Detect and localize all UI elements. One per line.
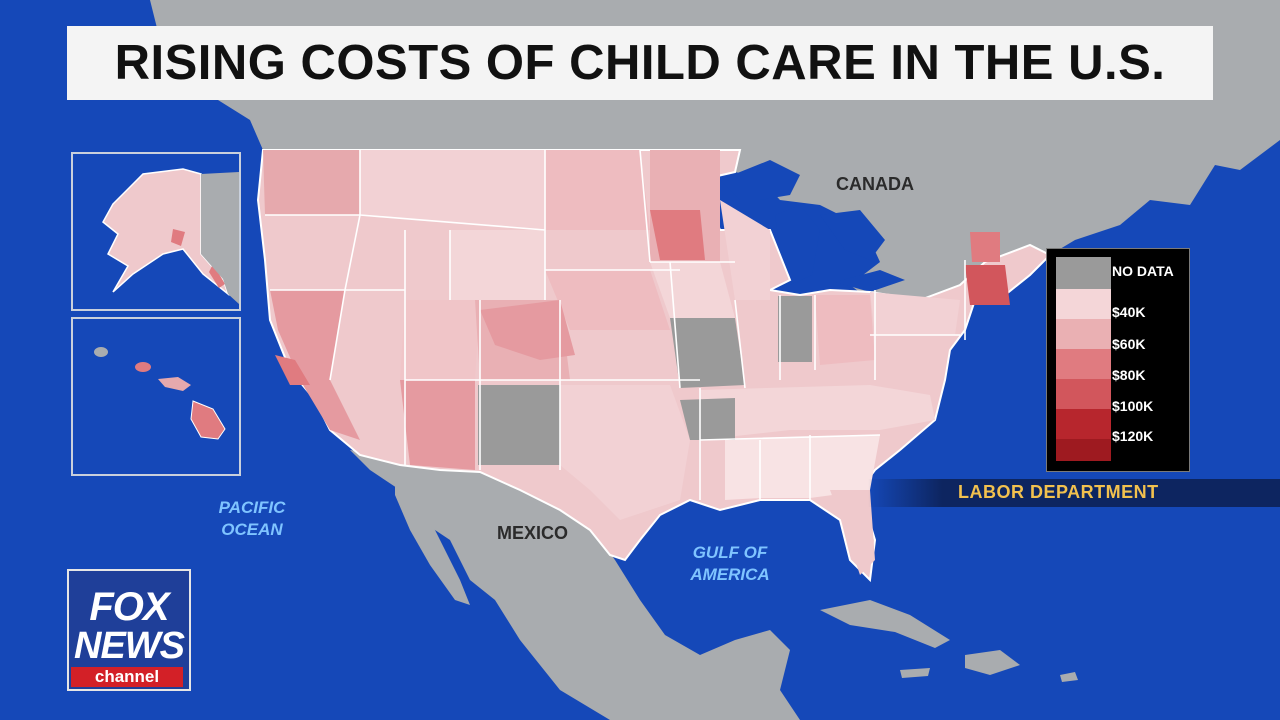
legend-swatch-120k	[1056, 409, 1111, 439]
legend-label-80k: $80K	[1112, 367, 1146, 383]
label-gulf: GULF OF AMERICA	[683, 542, 777, 586]
hawaii-island-big	[190, 400, 226, 440]
legend-label-40k: $40K	[1112, 304, 1146, 320]
state-shading	[263, 150, 1010, 575]
cuba	[820, 600, 950, 648]
label-pacific-line2: OCEAN	[221, 520, 283, 539]
label-mexico: MEXICO	[497, 523, 569, 543]
legend-swatch-max	[1056, 439, 1111, 461]
hawaii-map	[94, 347, 226, 440]
legend-swatch-100k	[1056, 379, 1111, 409]
state-borders	[265, 149, 966, 500]
logo-line-fox: FOX	[89, 585, 169, 629]
hawaii-island-oahu	[135, 362, 151, 372]
legend-swatch-40k	[1056, 289, 1111, 319]
legend-label-60k: $60K	[1112, 336, 1146, 352]
page-title: RISING COSTS OF CHILD CARE IN THE U.S.	[114, 36, 1166, 90]
logo-line-news: NEWS	[74, 625, 185, 667]
legend-swatch-80k	[1056, 349, 1111, 379]
logo-line-channel: channel	[71, 667, 183, 687]
fox-news-logo: FOX NEWS channel	[67, 569, 191, 691]
legend-label-no-data: NO DATA	[1112, 263, 1174, 279]
source-band: LABOR DEPARTMENT	[868, 479, 1280, 507]
caribbean-small	[900, 668, 1078, 682]
label-gulf-line1: GULF OF	[692, 543, 768, 562]
title-bar: RISING COSTS OF CHILD CARE IN THE U.S.	[67, 26, 1213, 100]
hawaii-inset	[71, 317, 241, 476]
yukon-land	[201, 172, 239, 304]
alaska-shape	[102, 168, 230, 297]
source-label: LABOR DEPARTMENT	[958, 482, 1159, 502]
alaska-map	[102, 168, 239, 304]
legend-label-100k: $100K	[1112, 398, 1154, 414]
label-canada: CANADA	[836, 174, 914, 194]
hispaniola	[965, 650, 1020, 675]
alaska-inset	[71, 152, 241, 311]
legend-swatch-no-data	[1056, 257, 1111, 289]
alaska-shade	[171, 229, 225, 288]
label-gulf-line2: AMERICA	[690, 565, 770, 584]
label-pacific-line1: PACIFIC	[218, 498, 286, 517]
legend-label-120k: $120K	[1112, 428, 1154, 444]
baja-peninsula	[395, 470, 470, 605]
legend: NO DATA $40K $60K $80K $100K $120K	[1046, 248, 1190, 472]
hawaii-island-kauai	[94, 347, 108, 357]
label-pacific-ocean: PACIFIC OCEAN	[210, 497, 294, 541]
hawaii-island-maui	[158, 377, 191, 391]
great-lakes	[720, 160, 905, 292]
legend-swatch-60k	[1056, 319, 1111, 349]
mexico-landmass	[350, 450, 800, 720]
